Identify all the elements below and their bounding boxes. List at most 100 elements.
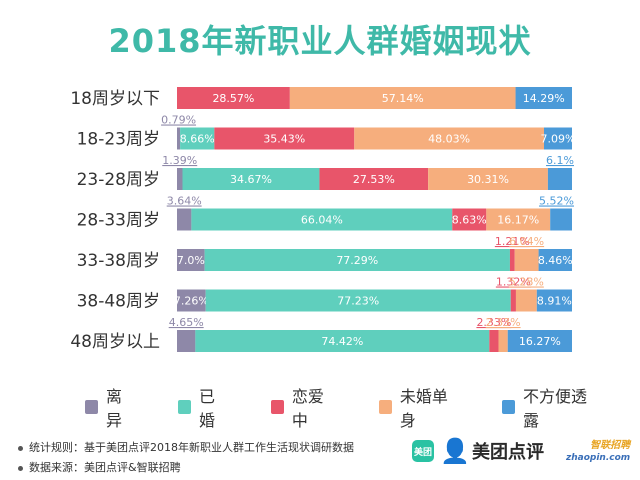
- bar-segment-divorced-cat-38-48: [177, 289, 206, 312]
- data-label-single-cat-under18: 57.14%: [382, 92, 424, 105]
- bar-segment-undisclosed-cat-28-33: [550, 208, 572, 231]
- bar-segment-undisclosed-cat-under18: [515, 87, 572, 109]
- legend-label-undisclosed: 不方便透露: [522, 387, 587, 430]
- legend-swatch-undisclosed: [501, 400, 515, 414]
- data-label-divorced-cat-18-23: 0.79%: [161, 114, 196, 127]
- bar-segment-divorced-cat-18-23: [177, 127, 181, 150]
- bar-segment-married-cat-38-48: [205, 289, 511, 312]
- bar-segment-divorced-cat-over48: [177, 330, 196, 352]
- bar-segment-single-cat-28-33: [486, 208, 551, 231]
- category-label-cat-under18: 18周岁以下: [70, 89, 160, 109]
- bar-segment-undisclosed-cat-38-48: [536, 289, 572, 312]
- data-label-undisclosed-cat-under18: 14.29%: [523, 92, 565, 105]
- data-label-divorced-cat-28-33: 3.64%: [167, 195, 202, 208]
- bar-segment-married-cat-28-33: [191, 208, 453, 231]
- legend-swatch-married: [177, 400, 191, 414]
- data-label-divorced-cat-23-28: 1.39%: [162, 154, 197, 167]
- data-label-single-cat-38-48: 5.28%: [509, 276, 544, 289]
- bar-segment-married-cat-18-23: [180, 127, 215, 150]
- footer-note-rule: 统计规则：基于美团点评2018年新职业人群工作生活现状调研数据: [18, 438, 354, 458]
- chart-title: 2018年新职业人群婚姻现状: [108, 22, 532, 60]
- bar-segment-undisclosed-cat-33-38: [538, 249, 572, 271]
- data-label-dating-cat-38-48: 1.32%: [496, 276, 531, 289]
- legend: 离异 已婚 恋爱中 未婚单身 不方便透露: [85, 383, 640, 431]
- category-label-cat-33-38: 33-38周岁: [77, 251, 160, 271]
- legend-label-dating: 恋爱中: [291, 387, 324, 430]
- data-label-undisclosed-cat-23-28: 6.1%: [546, 154, 574, 167]
- legend-item-single: 未婚单身: [378, 383, 460, 431]
- legend-label-married: 已婚: [198, 387, 215, 430]
- legend-swatch-divorced: [85, 400, 99, 414]
- data-label-dating-cat-23-28: 27.53%: [353, 173, 395, 186]
- bar-segment-single-cat-under18: [289, 87, 516, 109]
- data-label-married-cat-28-33: 66.04%: [301, 214, 343, 227]
- bar-segment-dating-cat-18-23: [214, 127, 355, 150]
- data-label-single-cat-28-33: 16.17%: [497, 214, 539, 227]
- category-label-cat-23-28: 23-28周岁: [77, 170, 160, 190]
- bar-segment-divorced-cat-28-33: [177, 208, 192, 231]
- bar-segment-single-cat-23-28: [428, 168, 548, 190]
- bar-segment-dating-cat-over48: [489, 330, 499, 352]
- data-label-dating-cat-33-38: 1.21%: [495, 235, 530, 248]
- data-label-undisclosed-cat-38-48: 8.91%: [537, 295, 572, 308]
- bar-segment-dating-cat-23-28: [319, 168, 429, 190]
- meituan-logo: 美团 👤 美团点评: [412, 437, 544, 465]
- bar-segment-single-cat-18-23: [354, 127, 544, 150]
- bar-segment-dating-cat-38-48: [510, 289, 516, 312]
- data-label-dating-cat-over48: 2.33%: [476, 316, 511, 329]
- data-label-dating-cat-under18: 28.57%: [212, 92, 254, 105]
- legend-swatch-single: [378, 400, 392, 414]
- footer-note-source-text: 数据来源：美团点评&智联招聘: [29, 461, 181, 474]
- bar-segment-dating-cat-33-38: [509, 249, 515, 271]
- data-label-divorced-cat-33-38: 7.0%: [177, 254, 205, 267]
- data-label-undisclosed-cat-28-33: 5.52%: [539, 195, 574, 208]
- data-label-undisclosed-cat-over48: 16.27%: [519, 335, 561, 348]
- legend-label-divorced: 离异: [106, 387, 123, 430]
- dianping-icon: 👤: [440, 437, 470, 465]
- data-label-single-cat-over48: 2.33%: [486, 316, 521, 329]
- footer-note-rule-text: 统计规则：基于美团点评2018年新职业人群工作生活现状调研数据: [29, 441, 354, 454]
- data-label-divorced-cat-over48: 4.65%: [169, 316, 204, 329]
- data-label-undisclosed-cat-18-23: 7.09%: [541, 133, 576, 146]
- data-label-married-cat-18-23: 8.66%: [180, 133, 215, 146]
- footer-note-source: 数据来源：美团点评&智联招聘: [18, 458, 354, 478]
- data-label-married-cat-23-28: 34.67%: [230, 173, 272, 186]
- data-label-married-cat-33-38: 77.29%: [336, 254, 378, 267]
- category-label-cat-38-48: 38-48周岁: [77, 292, 160, 312]
- meituan-badge-icon: 美团: [412, 440, 434, 462]
- bar-segment-divorced-cat-33-38: [177, 249, 205, 271]
- zhaopin-logo-en: zhaopin.com: [566, 453, 631, 463]
- bar-segment-undisclosed-cat-23-28: [547, 168, 572, 190]
- footer-notes: 统计规则：基于美团点评2018年新职业人群工作生活现状调研数据 数据来源：美团点…: [18, 438, 354, 478]
- data-label-single-cat-23-28: 30.31%: [467, 173, 509, 186]
- bar-segment-dating-cat-under18: [177, 87, 290, 109]
- legend-item-married: 已婚: [177, 383, 229, 431]
- bar-segment-single-cat-33-38: [514, 249, 539, 271]
- bar-segment-undisclosed-cat-over48: [507, 330, 572, 352]
- category-label-cat-18-23: 18-23周岁: [77, 130, 160, 150]
- bar-segment-dating-cat-28-33: [452, 208, 487, 231]
- bar-segment-undisclosed-cat-18-23: [543, 127, 572, 150]
- zhaopin-logo: 智联招聘 zhaopin.com: [566, 440, 630, 464]
- data-label-single-cat-18-23: 48.03%: [428, 133, 470, 146]
- data-label-dating-cat-28-33: 8.63%: [452, 214, 487, 227]
- legend-item-undisclosed: 不方便透露: [501, 383, 598, 431]
- brand-name: 美团点评: [472, 442, 544, 463]
- bar-segment-married-cat-23-28: [182, 168, 320, 190]
- bar-segment-single-cat-38-48: [515, 289, 537, 312]
- data-label-divorced-cat-38-48: 7.26%: [174, 295, 209, 308]
- bar-segment-married-cat-33-38: [204, 249, 510, 271]
- category-label-cat-over48: 48周岁以上: [70, 332, 160, 352]
- legend-item-dating: 恋爱中: [270, 383, 337, 431]
- legend-item-divorced: 离异: [85, 383, 136, 431]
- data-label-married-cat-over48: 74.42%: [321, 335, 363, 348]
- bar-segment-single-cat-over48: [498, 330, 508, 352]
- category-label-cat-28-33: 28-33周岁: [77, 211, 160, 231]
- zhaopin-logo-cn: 智联招聘: [590, 440, 631, 451]
- data-label-dating-cat-18-23: 35.43%: [263, 133, 305, 146]
- data-label-married-cat-38-48: 77.23%: [337, 295, 379, 308]
- data-label-single-cat-33-38: 6.04%: [509, 235, 544, 248]
- legend-swatch-dating: [270, 400, 284, 414]
- bar-segment-married-cat-over48: [195, 330, 490, 352]
